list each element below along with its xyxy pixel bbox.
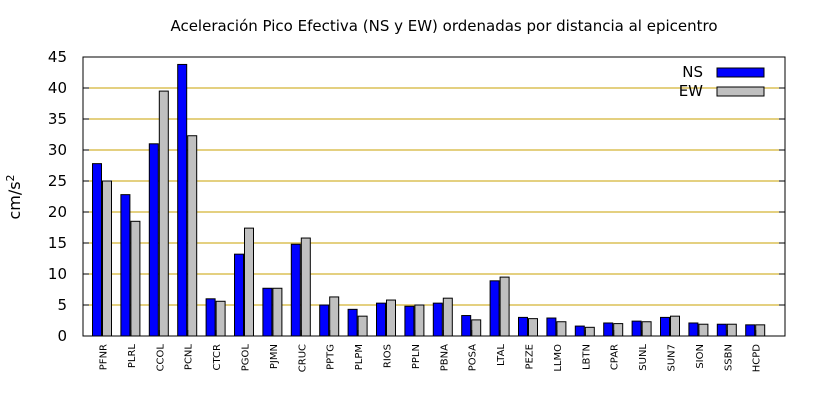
bar-ns-pgol bbox=[234, 253, 244, 337]
bar-ns-cruc bbox=[290, 243, 301, 337]
y-axis-ticks: 0 5 10 15 20 25 30 35 40 45 bbox=[48, 48, 785, 345]
x-category-label: SION bbox=[695, 344, 706, 369]
bar-ns-rios bbox=[376, 302, 386, 337]
y-tick-label: 0 bbox=[57, 327, 67, 345]
y-tick-label: 35 bbox=[48, 110, 67, 128]
bar-ns-hcpd bbox=[745, 324, 756, 337]
gridlines bbox=[83, 87, 785, 306]
bar-ew-pptg bbox=[329, 296, 340, 337]
x-axis-categories: PFNR PLRL CCOL PCNL CTCR PGOL PJMN CRUC PPTG PLPM… bbox=[99, 330, 763, 372]
plot-frame bbox=[82, 56, 786, 337]
bar-ew-ppln bbox=[414, 304, 425, 337]
bar-ns-posa bbox=[461, 315, 472, 337]
bar-ew-lbtn bbox=[584, 326, 595, 337]
x-category-label: PPTG bbox=[326, 344, 337, 370]
bar-ew-cruc bbox=[300, 237, 311, 337]
legend-label-ew: EW bbox=[679, 82, 703, 100]
legend-swatch-ew bbox=[716, 86, 765, 97]
x-category-label: SUNL bbox=[638, 344, 649, 371]
x-category-label: PBNA bbox=[439, 344, 450, 371]
y-tick-label: 20 bbox=[48, 203, 67, 221]
x-category-label: LBTN bbox=[581, 344, 592, 370]
x-category-label: POSA bbox=[468, 344, 479, 371]
bar-ns-pbna bbox=[432, 302, 443, 337]
bar-ew-posa bbox=[471, 319, 482, 337]
x-category-label: CCOL bbox=[155, 344, 166, 372]
y-tick-label: 15 bbox=[48, 234, 67, 252]
legend-swatch-ns bbox=[716, 67, 765, 78]
y-tick-label: 30 bbox=[48, 141, 67, 159]
chart-title: Aceleración Pico Efectiva (NS y EW) orde… bbox=[170, 17, 717, 35]
bar-ew-sunl bbox=[641, 321, 652, 337]
y-tick-label: 25 bbox=[48, 172, 67, 190]
x-category-label: SUN7 bbox=[667, 344, 678, 372]
y-tick-label: 45 bbox=[48, 48, 67, 66]
bar-ew-ctcr bbox=[215, 300, 226, 337]
bar-ew-rios bbox=[386, 299, 396, 337]
bar-ns-pfnr bbox=[92, 163, 102, 337]
bar-ew-llmo bbox=[556, 321, 567, 337]
y-axis-label-superscript: 2 bbox=[4, 174, 17, 181]
bar-ns-peze bbox=[518, 316, 528, 337]
bar-ew-plpm bbox=[357, 315, 368, 337]
bar-ns-sun7 bbox=[660, 316, 670, 337]
bar-ew-pjmn bbox=[272, 287, 283, 337]
bar-ns-cpar bbox=[603, 322, 614, 337]
x-category-label: PJMN bbox=[269, 344, 280, 369]
y-tick-label: 10 bbox=[48, 265, 67, 283]
bar-ns-ccol bbox=[148, 143, 159, 337]
bar-ew-sun7 bbox=[670, 315, 680, 337]
bar-ew-pbna bbox=[442, 297, 453, 337]
x-category-label: PCNL bbox=[184, 344, 195, 370]
bar-ns-lbtn bbox=[574, 325, 585, 337]
x-category-label: CRUC bbox=[297, 344, 308, 372]
x-category-label: PLPM bbox=[354, 344, 365, 370]
bar-ns-plpm bbox=[347, 308, 358, 337]
x-category-label: LLMO bbox=[553, 344, 564, 372]
x-category-label: SSBN bbox=[723, 344, 734, 371]
bar-series bbox=[92, 63, 766, 337]
bar-ew-pfnr bbox=[102, 180, 112, 337]
x-category-label: PGOL bbox=[241, 344, 252, 372]
legend-label-ns: NS bbox=[682, 63, 703, 81]
bar-ew-ssbn bbox=[726, 323, 737, 337]
bar-ns-pptg bbox=[319, 304, 330, 337]
y-axis-label: cm/s2 bbox=[4, 174, 24, 219]
bar-ew-sion bbox=[698, 323, 709, 337]
x-category-label: CPAR bbox=[610, 344, 621, 370]
bar-ns-sion bbox=[688, 322, 699, 337]
bar-ew-ltal bbox=[499, 276, 510, 337]
x-category-label: PLRL bbox=[127, 344, 138, 369]
bar-ns-plrl bbox=[120, 194, 131, 337]
bar-ew-pcnl bbox=[187, 135, 198, 337]
bar-ew-cpar bbox=[613, 323, 624, 337]
bar-ew-plrl bbox=[130, 220, 141, 337]
bar-ns-llmo bbox=[546, 317, 557, 337]
x-category-label: PEZE bbox=[525, 344, 536, 370]
bar-ns-ppln bbox=[404, 305, 415, 337]
x-category-label: RIOS bbox=[383, 344, 394, 368]
x-category-label: CTCR bbox=[212, 344, 223, 370]
bar-ns-ssbn bbox=[716, 323, 727, 337]
y-tick-label: 5 bbox=[57, 296, 67, 314]
bar-ns-sunl bbox=[631, 320, 642, 337]
bar-ns-pcnl bbox=[177, 63, 188, 337]
bar-ew-ccol bbox=[158, 90, 169, 337]
x-category-label: PPLN bbox=[411, 344, 422, 369]
bar-ew-peze bbox=[528, 318, 538, 337]
bar-ns-ltal bbox=[489, 280, 500, 337]
x-category-label: LTAL bbox=[496, 344, 507, 366]
y-tick-label: 40 bbox=[48, 79, 67, 97]
bar-ns-ctcr bbox=[205, 298, 216, 337]
bar-ns-pjmn bbox=[262, 287, 273, 337]
x-category-label: HCPD bbox=[752, 344, 763, 373]
bar-ew-hcpd bbox=[755, 324, 766, 337]
x-category-label: PFNR bbox=[99, 344, 110, 370]
bar-ew-pgol bbox=[244, 227, 254, 337]
